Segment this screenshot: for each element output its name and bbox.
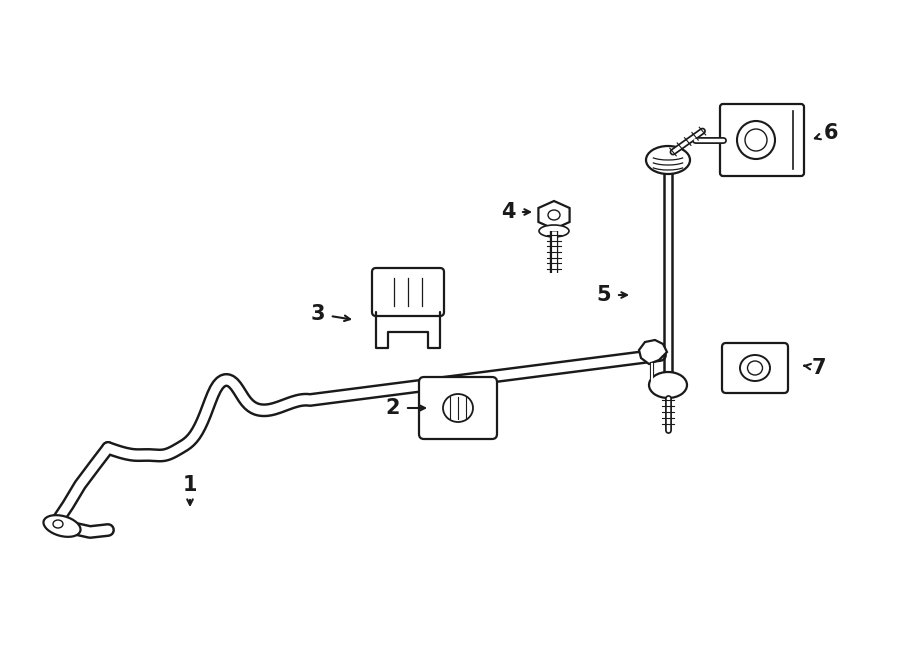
Polygon shape bbox=[538, 201, 570, 229]
FancyBboxPatch shape bbox=[720, 104, 804, 176]
Ellipse shape bbox=[443, 394, 473, 422]
Text: 4: 4 bbox=[500, 202, 515, 222]
FancyBboxPatch shape bbox=[419, 377, 497, 439]
Ellipse shape bbox=[548, 210, 560, 220]
Text: 2: 2 bbox=[386, 398, 400, 418]
Text: 1: 1 bbox=[183, 475, 197, 495]
Polygon shape bbox=[376, 312, 440, 348]
Ellipse shape bbox=[649, 372, 687, 398]
Ellipse shape bbox=[646, 146, 690, 174]
Text: 3: 3 bbox=[310, 304, 325, 324]
Polygon shape bbox=[639, 340, 667, 364]
Ellipse shape bbox=[748, 361, 762, 375]
Ellipse shape bbox=[737, 121, 775, 159]
Ellipse shape bbox=[53, 520, 63, 528]
Text: 5: 5 bbox=[597, 285, 611, 305]
Ellipse shape bbox=[745, 129, 767, 151]
Ellipse shape bbox=[539, 225, 569, 237]
Text: 6: 6 bbox=[824, 123, 838, 143]
Ellipse shape bbox=[43, 515, 80, 537]
FancyBboxPatch shape bbox=[372, 268, 444, 316]
FancyBboxPatch shape bbox=[722, 343, 788, 393]
Text: 7: 7 bbox=[812, 358, 826, 378]
Ellipse shape bbox=[740, 355, 770, 381]
